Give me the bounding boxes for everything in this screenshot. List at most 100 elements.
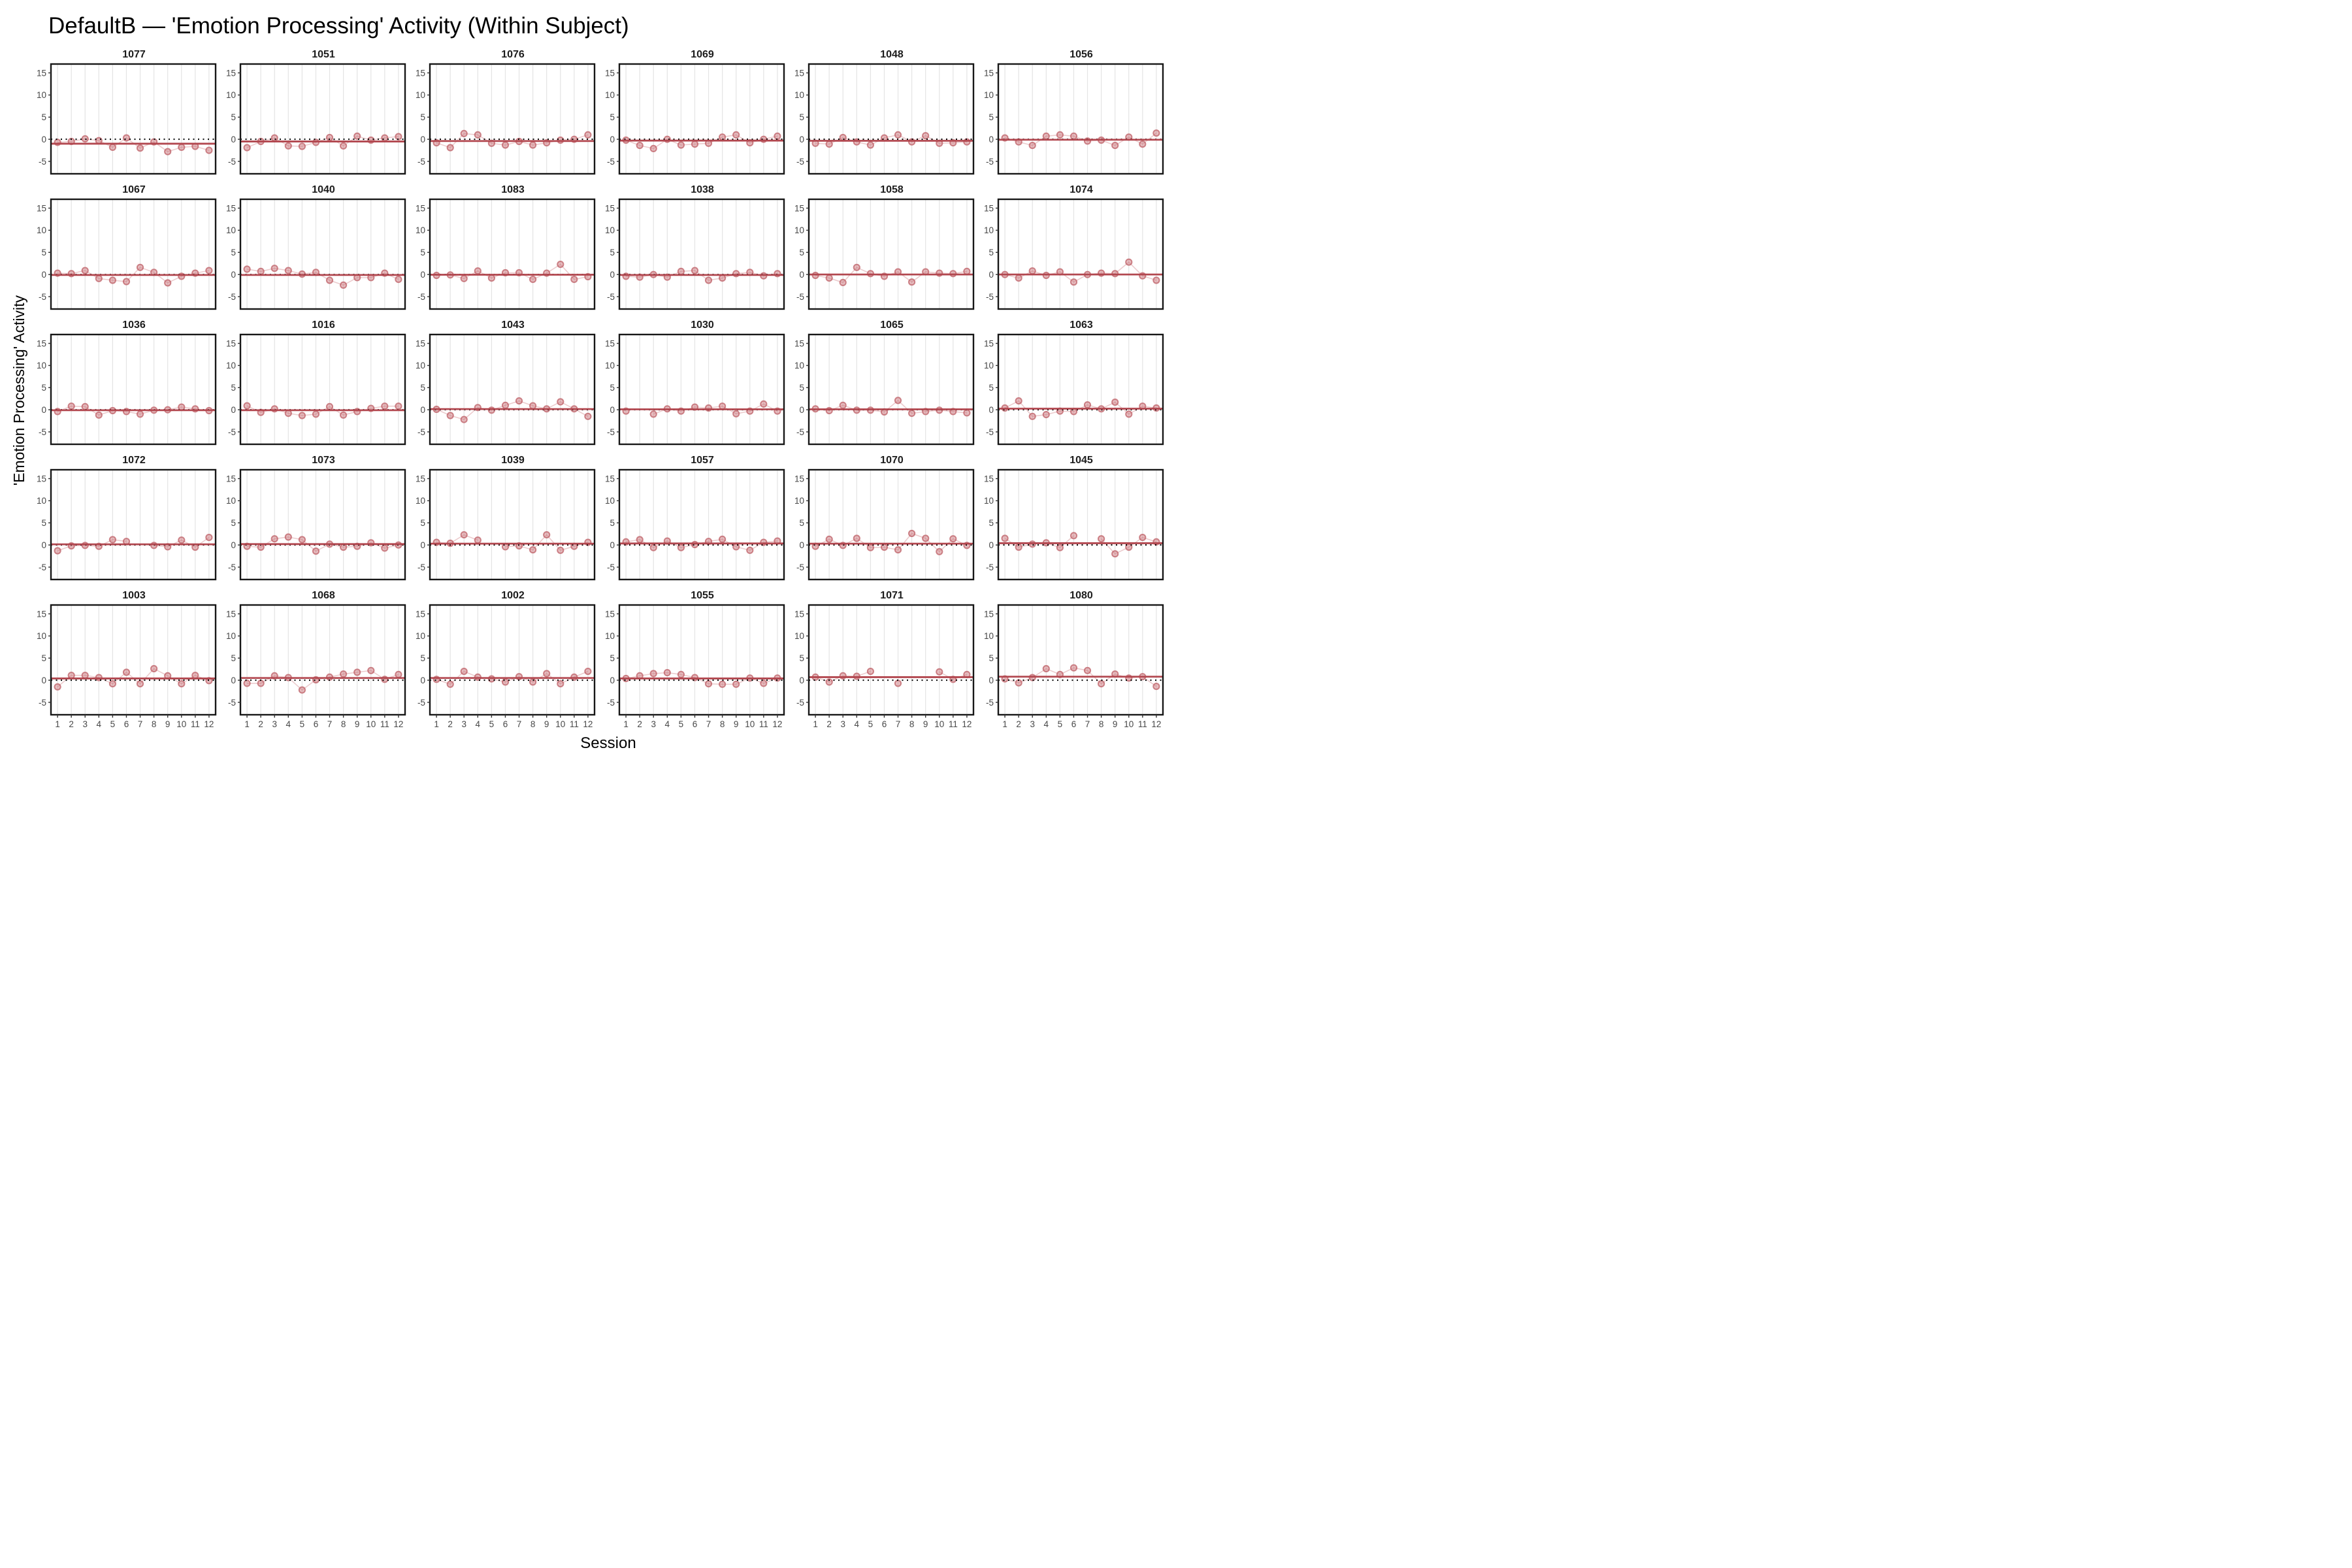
y-axis-tick-label: -5 — [986, 157, 994, 167]
y-axis-tick-label: 5 — [988, 383, 994, 393]
data-point — [880, 543, 889, 551]
facet-panel: 15 10 5 0 -5 — [605, 333, 785, 446]
data-point — [839, 133, 847, 142]
x-axis-tick-label: 6 — [882, 719, 887, 729]
facet-title: 1030 — [691, 319, 714, 331]
y-axis-tick-label: 10 — [605, 361, 615, 370]
data-point — [395, 402, 402, 410]
panel-border — [429, 604, 596, 716]
data-point — [191, 672, 199, 679]
facet-cell: 1040 15 10 5 0 -5 — [218, 184, 406, 312]
data-point — [136, 144, 144, 152]
y-axis-tick-label: 0 — [231, 405, 236, 415]
connector-line — [436, 534, 478, 544]
panel-border — [997, 198, 1164, 310]
data-point — [298, 536, 306, 544]
data-point — [340, 281, 348, 289]
data-point — [1111, 550, 1119, 558]
facet-cell: 1080 15 10 5 0 -5 1 2 3 4 5 6 7 8 9 10 11 12 — [976, 589, 1164, 733]
panel-border — [429, 198, 596, 310]
y-axis-tick-label: 5 — [231, 383, 236, 393]
x-axis-tick-label: 4 — [1044, 719, 1049, 729]
data-point — [1070, 132, 1078, 140]
data-point — [570, 276, 578, 284]
y-axis-tick-label: 15 — [984, 68, 994, 78]
data-point — [81, 542, 89, 549]
data-point — [460, 416, 468, 423]
data-point — [501, 543, 510, 551]
panel-border — [50, 198, 217, 310]
x-axis-tick-label: 8 — [720, 719, 725, 729]
x-axis-tick-label: 4 — [286, 719, 291, 729]
y-axis-tick-label: -5 — [607, 427, 615, 437]
facet-cell: 1074 15 10 5 0 -5 — [976, 184, 1164, 312]
y-axis-tick-label: 0 — [799, 540, 804, 550]
x-axis-tick-label: 4 — [665, 719, 670, 729]
y-axis-tick-label: 5 — [799, 112, 804, 122]
data-point — [963, 409, 971, 417]
y-axis-tick-label: 0 — [799, 676, 804, 685]
y-axis-tick-label: 15 — [37, 68, 46, 78]
x-axis-tick-label: 8 — [152, 719, 157, 729]
y-axis-tick-label: 0 — [799, 405, 804, 415]
facet-cell: 1039 15 10 5 0 -5 — [408, 454, 596, 582]
y-axis-tick-label: 10 — [794, 90, 804, 100]
y-axis-tick-label: -5 — [417, 157, 425, 167]
x-axis-tick-label: 12 — [204, 719, 214, 729]
y-axis-tick-label: -5 — [796, 157, 804, 167]
facet-cell: 1003 15 10 5 0 -5 1 2 3 4 5 6 7 8 9 10 11 12 — [29, 589, 217, 733]
y-axis-tick-label: 5 — [799, 518, 804, 528]
data-point — [108, 143, 116, 151]
x-axis-tick-label: 10 — [934, 719, 944, 729]
x-axis-tick-label: 9 — [1113, 719, 1118, 729]
facet-panel: 15 10 5 0 -5 — [37, 198, 217, 310]
y-axis-tick-label: 5 — [41, 112, 46, 122]
y-axis-tick-label: 0 — [610, 405, 615, 415]
data-point — [340, 142, 348, 150]
facet-panel: 15 10 5 0 -5 — [416, 198, 596, 310]
data-point — [1028, 412, 1036, 420]
data-point — [487, 274, 495, 282]
y-axis-tick-label: 5 — [610, 653, 615, 663]
x-axis-title: Session — [580, 734, 636, 752]
data-point — [243, 402, 251, 410]
data-point — [894, 679, 902, 687]
panel-border — [997, 604, 1164, 716]
data-point — [719, 274, 727, 282]
x-axis-tick-label: 2 — [69, 719, 74, 729]
connector-line — [436, 400, 589, 420]
y-axis-tick-label: 0 — [610, 270, 615, 280]
facet-title: 1043 — [501, 319, 525, 331]
x-axis-tick-label: 2 — [826, 719, 832, 729]
panel-border — [239, 468, 406, 581]
facet-panel: 15 10 5 0 -5 — [984, 333, 1164, 446]
facet-title: 1040 — [312, 184, 335, 195]
y-axis-tick-label: 15 — [37, 474, 46, 483]
y-axis-tick-label: 10 — [794, 225, 804, 235]
y-axis-tick-label: -5 — [228, 157, 236, 167]
y-axis-tick-label: 5 — [420, 248, 425, 257]
data-point — [67, 672, 75, 679]
x-axis-tick-label: 12 — [962, 719, 972, 729]
y-axis-tick-label: 0 — [610, 135, 615, 144]
panel-border — [50, 333, 217, 446]
data-point — [866, 544, 874, 551]
data-point — [54, 547, 61, 555]
data-point — [963, 267, 971, 276]
connector-line — [1101, 536, 1157, 555]
data-point — [81, 402, 89, 411]
x-axis-tick-label: 12 — [1151, 719, 1161, 729]
x-axis-tick-label: 6 — [1071, 719, 1077, 729]
y-axis-tick-label: 5 — [231, 248, 236, 257]
data-point — [136, 680, 144, 688]
x-axis-tick-label: 8 — [1099, 719, 1104, 729]
data-point — [584, 668, 592, 676]
facet-title: 1003 — [122, 590, 146, 601]
facet-panel: 15 10 5 0 -5 — [226, 468, 406, 581]
data-point — [1015, 543, 1022, 551]
facet-title: 1077 — [122, 49, 146, 60]
y-axis-tick-label: 10 — [416, 496, 425, 506]
y-axis-tick-label: 10 — [37, 496, 46, 506]
data-point — [395, 670, 402, 679]
y-axis-tick-label: 15 — [794, 474, 804, 483]
